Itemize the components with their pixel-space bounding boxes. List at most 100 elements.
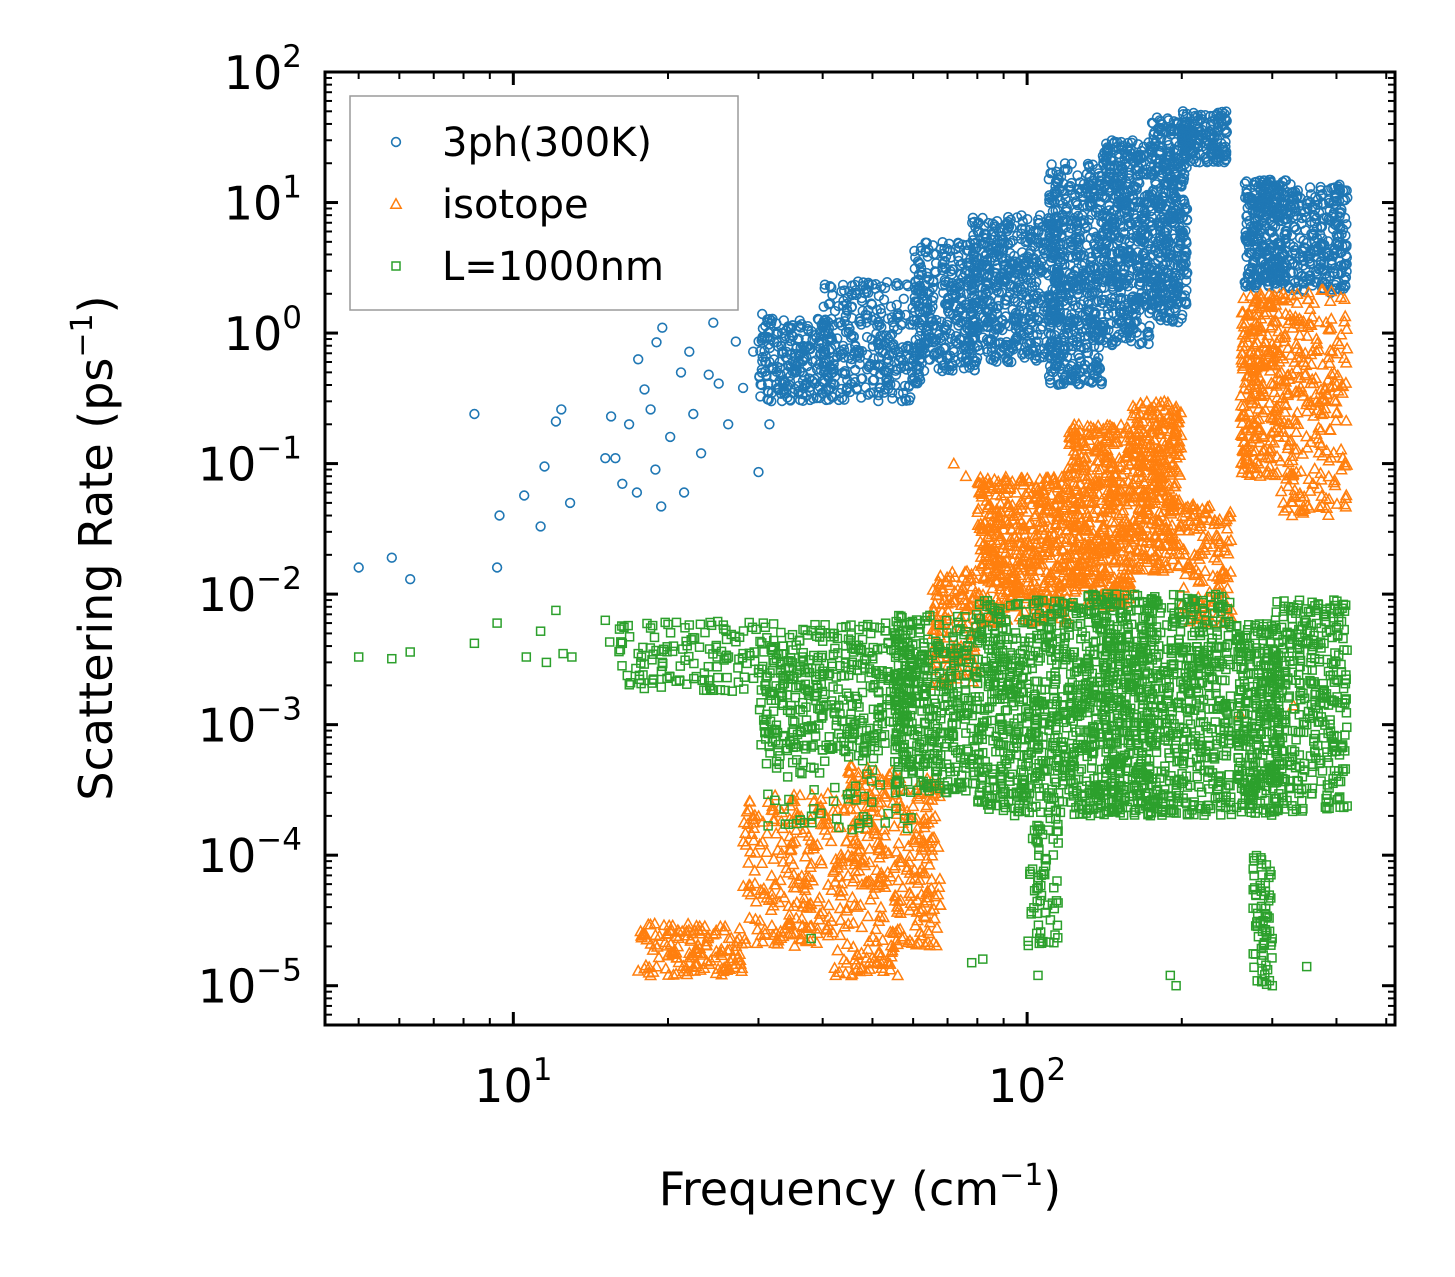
circle-point — [830, 340, 841, 351]
circle-point — [781, 346, 792, 358]
circle-point — [874, 382, 885, 393]
triangle-point — [733, 921, 747, 934]
circle-point — [771, 318, 782, 329]
circle-point — [772, 382, 783, 394]
circle-point — [915, 325, 927, 337]
series-1 — [353, 106, 1353, 585]
triangle-point — [765, 918, 779, 931]
circle-point — [917, 294, 928, 306]
circle-point — [791, 365, 802, 376]
circle-point — [469, 408, 480, 420]
circle-point — [837, 348, 848, 359]
circle-point — [796, 367, 808, 378]
circle-point — [885, 301, 897, 312]
circle-point — [1024, 314, 1035, 325]
circle-point — [937, 365, 948, 377]
triangle-point — [824, 834, 838, 847]
circle-point — [937, 262, 948, 273]
circle-point — [969, 355, 980, 367]
circle-point — [819, 319, 830, 331]
circle-point — [819, 361, 830, 373]
circle-point — [902, 281, 914, 292]
circle-point — [695, 448, 707, 459]
circle-point — [761, 370, 772, 381]
circle-point — [789, 367, 801, 378]
circle-point — [947, 365, 958, 376]
circle-point — [819, 347, 831, 358]
circle-point — [881, 277, 893, 288]
circle-point — [657, 322, 668, 333]
circle-point — [833, 394, 844, 406]
circle-point — [913, 364, 924, 375]
circle-point — [784, 394, 795, 405]
circle-point — [957, 258, 968, 269]
circle-point — [785, 323, 796, 335]
circle-point — [777, 346, 788, 357]
circle-point — [922, 303, 933, 315]
circle-point — [386, 552, 397, 563]
circle-point — [631, 487, 643, 498]
circle-point — [890, 365, 901, 376]
triangle-point — [874, 900, 888, 913]
circle-point — [819, 283, 830, 294]
circle-point — [780, 377, 791, 388]
circle-point — [968, 303, 979, 314]
circle-point — [753, 466, 764, 478]
circle-point — [617, 478, 628, 489]
circle-point — [909, 351, 921, 362]
circle-point — [556, 404, 567, 415]
circle-point — [898, 360, 910, 372]
triangle-point — [845, 890, 859, 903]
circle-point — [880, 367, 891, 378]
circle-point — [921, 237, 932, 249]
circle-point — [491, 562, 503, 573]
circle-point — [873, 395, 884, 407]
circle-point — [861, 317, 872, 328]
circle-point — [948, 285, 960, 296]
circle-point — [897, 355, 909, 366]
circle-point — [867, 279, 878, 290]
circle-point — [942, 299, 954, 310]
circle-point — [873, 352, 885, 363]
circle-point — [836, 286, 847, 297]
circle-point — [868, 374, 880, 385]
circle-point — [605, 411, 617, 422]
circle-point — [879, 282, 891, 294]
circle-point — [805, 343, 816, 355]
circle-point — [941, 324, 952, 335]
circle-point — [818, 301, 829, 312]
circle-point — [892, 324, 903, 335]
circle-point — [828, 364, 839, 375]
circle-point — [708, 317, 719, 328]
circle-point — [915, 245, 926, 257]
circle-point — [767, 364, 779, 375]
circle-point — [937, 237, 948, 248]
circle-point — [867, 314, 878, 326]
circle-point — [872, 316, 884, 328]
circle-point — [942, 302, 954, 314]
circle-point — [600, 453, 611, 464]
circle-point — [822, 325, 833, 337]
circle-point — [759, 332, 770, 343]
circle-point — [875, 303, 886, 315]
circle-point — [931, 320, 943, 331]
circle-point — [934, 352, 945, 364]
circle-point — [953, 241, 965, 253]
circle-point — [771, 337, 783, 348]
circle-point — [846, 312, 858, 324]
circle-point — [959, 268, 971, 279]
circle-point — [818, 315, 830, 326]
triangle-point — [657, 918, 671, 931]
triangle-point — [742, 856, 755, 868]
circle-point — [909, 245, 920, 257]
circle-point — [782, 321, 794, 332]
circle-point — [852, 276, 864, 287]
triangle-point — [864, 892, 878, 905]
circle-point — [871, 328, 882, 339]
circle-point — [535, 521, 546, 532]
circle-point — [763, 394, 774, 405]
circle-point — [762, 314, 773, 325]
circle-point — [921, 324, 933, 335]
data-points — [353, 106, 1354, 991]
circle-point — [855, 373, 867, 384]
